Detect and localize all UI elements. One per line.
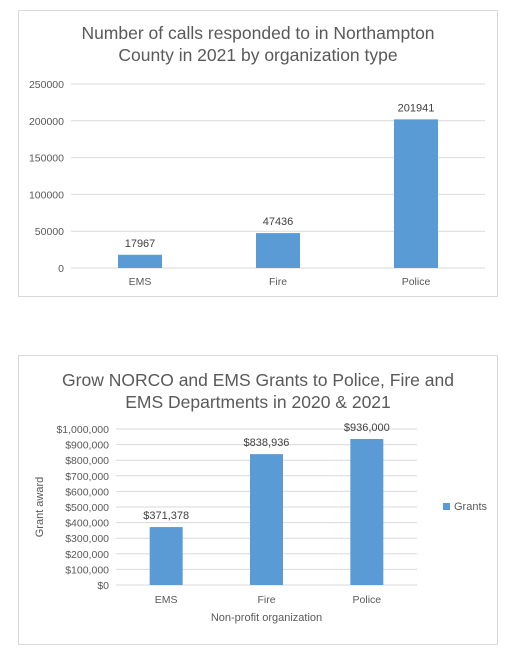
category-label: Police — [353, 594, 382, 606]
y-tick-label: 0 — [58, 263, 64, 275]
bar-police — [350, 438, 384, 585]
y-tick-label: $800,000 — [65, 455, 109, 467]
calls-chart: Number of calls responded to in Northamp… — [18, 10, 498, 297]
data-label: $371,378 — [143, 510, 189, 522]
chart-title-line: Number of calls responded to in Northamp… — [81, 23, 434, 43]
data-label: $936,000 — [344, 422, 390, 434]
data-label: 17967 — [125, 238, 156, 250]
category-label: Police — [402, 276, 431, 288]
calls-chart-svg: Number of calls responded to in Northamp… — [29, 23, 485, 288]
y-tick-label: $100,000 — [65, 564, 109, 576]
category-label: Fire — [257, 594, 275, 606]
y-tick-label: 250000 — [29, 79, 64, 91]
y-tick-label: $400,000 — [65, 518, 109, 530]
y-tick-label: 200000 — [29, 116, 64, 128]
y-tick-label: 50000 — [35, 226, 64, 238]
y-tick-label: $700,000 — [65, 471, 109, 483]
y-tick-label: $900,000 — [65, 440, 109, 452]
legend-label: Grants — [454, 501, 488, 513]
bar-ems — [149, 527, 183, 585]
bar-fire — [250, 454, 283, 585]
y-tick-label: $1,000,000 — [56, 424, 109, 436]
data-label: 201941 — [398, 102, 435, 114]
bar-fire — [256, 233, 300, 268]
y-axis-title: Grant award — [34, 477, 46, 538]
category-label: EMS — [155, 594, 178, 606]
bar-ems — [118, 254, 162, 268]
y-tick-label: $0 — [97, 580, 109, 592]
y-tick-label: 100000 — [29, 189, 64, 201]
y-tick-label: $500,000 — [65, 502, 109, 514]
chart-title-line: County in 2021 by organization type — [118, 45, 397, 65]
data-label: 47436 — [263, 216, 294, 228]
category-label: Fire — [269, 276, 287, 288]
grants-chart: Grow NORCO and EMS Grants to Police, Fir… — [18, 355, 498, 645]
grants-chart-svg: Grow NORCO and EMS Grants to Police, Fir… — [34, 370, 488, 624]
data-label: $838,936 — [244, 437, 290, 449]
y-tick-label: $300,000 — [65, 533, 109, 545]
legend-swatch — [443, 503, 450, 510]
y-tick-label: $600,000 — [65, 486, 109, 498]
category-label: EMS — [129, 276, 152, 288]
chart-title-line: Grow NORCO and EMS Grants to Police, Fir… — [62, 370, 454, 390]
x-axis-title: Non-profit organization — [211, 612, 322, 624]
chart-title-line: EMS Departments in 2020 & 2021 — [125, 392, 391, 412]
y-tick-label: $200,000 — [65, 549, 109, 561]
y-tick-label: 150000 — [29, 153, 64, 165]
bar-police — [394, 119, 438, 268]
